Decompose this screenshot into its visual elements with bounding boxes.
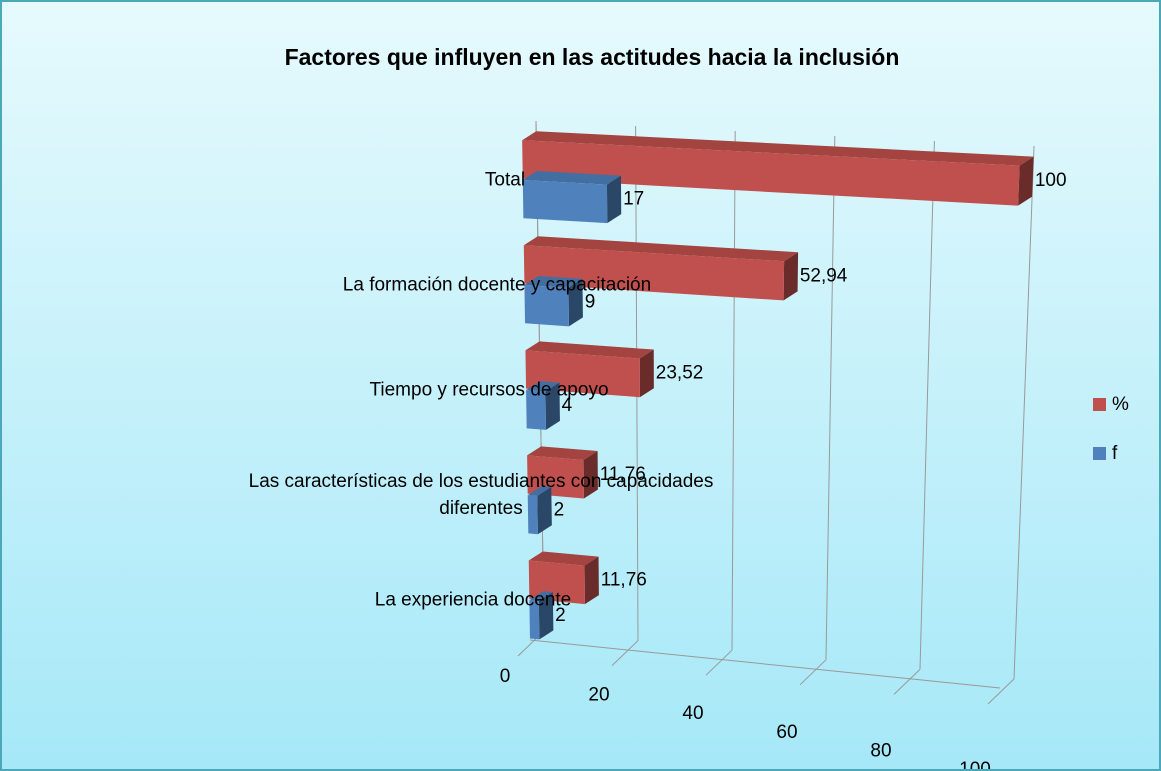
value-label: 17 xyxy=(623,188,644,209)
bar xyxy=(522,170,622,224)
bar-face xyxy=(526,390,546,430)
bar-face xyxy=(524,276,583,288)
legend-swatch xyxy=(1093,398,1106,411)
bar-face xyxy=(584,556,599,605)
bar-face xyxy=(522,140,1020,206)
floor-line xyxy=(705,649,733,676)
value-label: 11,76 xyxy=(600,464,646,485)
grid-line xyxy=(731,130,736,651)
value-label: 9 xyxy=(585,292,596,313)
bar xyxy=(527,486,552,535)
x-tick-label: 40 xyxy=(682,703,703,724)
bar-face xyxy=(522,170,621,185)
bar-face xyxy=(537,486,552,535)
value-label: 2 xyxy=(554,500,565,521)
bar xyxy=(524,276,583,327)
floor-line xyxy=(799,659,827,686)
legend-swatch xyxy=(1093,447,1106,460)
bar-face xyxy=(568,278,583,327)
y-tick-label: La experiencia docente xyxy=(374,589,572,611)
bar-face xyxy=(538,592,554,640)
bar-face xyxy=(524,285,569,327)
bar-face xyxy=(527,486,552,496)
bar-face xyxy=(526,381,560,392)
bar-face xyxy=(527,495,538,535)
value-label: 23,52 xyxy=(656,362,704,383)
bar-face xyxy=(523,245,785,301)
y-tick-label: La formación docente y capacitación xyxy=(342,274,652,296)
value-label: 2 xyxy=(555,605,566,626)
bar-face xyxy=(527,446,598,461)
floor-line xyxy=(987,678,1015,705)
floor-line xyxy=(611,640,639,666)
bar-face xyxy=(528,551,599,566)
bar xyxy=(529,591,554,640)
bar-face xyxy=(545,382,560,430)
value-label: 4 xyxy=(562,395,573,416)
x-tick-label: 80 xyxy=(870,740,891,761)
bar xyxy=(522,131,1034,206)
y-tick-label: Total xyxy=(484,169,526,191)
grid-line xyxy=(825,135,836,660)
bar xyxy=(526,381,560,430)
legend-label: f xyxy=(1112,443,1118,464)
value-label: 52,94 xyxy=(800,265,848,286)
chart-title: Factores que influyen en las actitudes h… xyxy=(285,44,900,70)
grid-line xyxy=(919,140,935,670)
x-tick-label: 0 xyxy=(500,666,511,687)
legend-label: % xyxy=(1112,394,1129,415)
value-label: 11,76 xyxy=(601,569,647,590)
value-label: 100 xyxy=(1035,170,1067,191)
bar-face xyxy=(529,591,553,602)
bar-face xyxy=(522,179,608,224)
bar-face xyxy=(1018,156,1034,206)
floor-line xyxy=(893,669,921,695)
bar-face xyxy=(529,600,540,640)
y-tick-label: Las características de los estudiantes c… xyxy=(248,471,714,520)
bar-face xyxy=(783,252,799,301)
bar-face xyxy=(583,451,598,499)
bar xyxy=(523,236,799,301)
x-tick-label: 100 xyxy=(959,759,991,769)
bar-face xyxy=(525,341,654,359)
bar-face xyxy=(523,236,799,262)
x-tick-label: 20 xyxy=(588,685,609,706)
floor-edge xyxy=(529,639,1001,689)
x-tick-label: 60 xyxy=(776,722,797,743)
bar-face xyxy=(639,349,654,398)
bar-face xyxy=(522,131,1034,166)
grid-line xyxy=(1013,145,1035,680)
bar-face xyxy=(606,175,622,224)
y-tick-label: Tiempo y recursos de apoyo xyxy=(369,379,609,401)
